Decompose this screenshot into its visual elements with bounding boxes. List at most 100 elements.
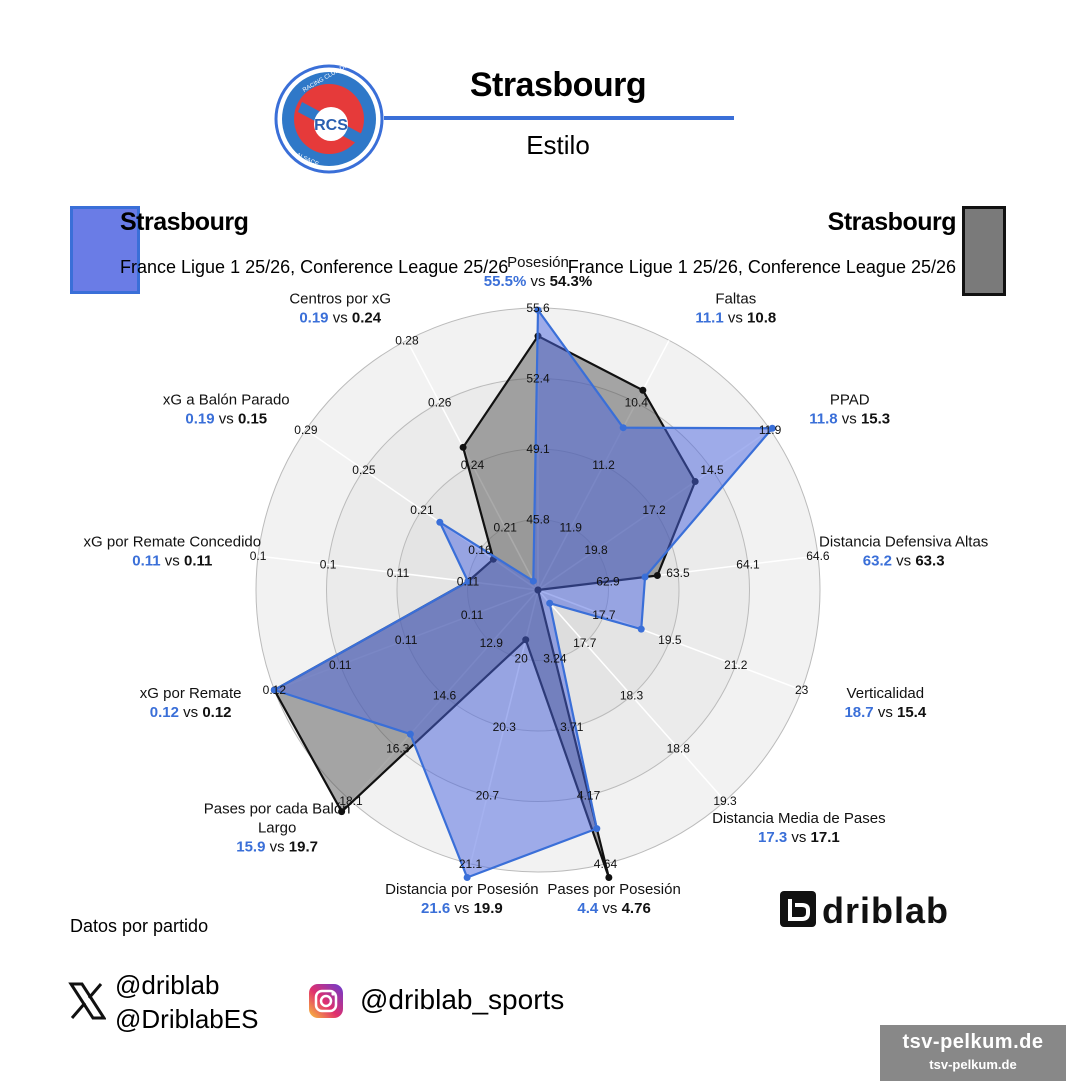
radar-tick-label: 11.9 bbox=[759, 423, 782, 437]
radar-tick-label: 45.8 bbox=[526, 513, 550, 527]
axis-label-name: Verticalidad bbox=[847, 685, 925, 702]
axis-value-team1: 0.19 bbox=[185, 410, 214, 427]
radar-point bbox=[534, 306, 542, 314]
radar-tick-label: 0.11 bbox=[457, 575, 480, 589]
radar-ticks: 45.8 49.1 52.4 55.6 11.9 11.2 10.4 19.8 17.2 14.5… bbox=[250, 301, 830, 871]
axis-value-vs: vs bbox=[838, 410, 861, 427]
page-subtitle: Estilo bbox=[526, 130, 590, 160]
radar-tick-label: 19.5 bbox=[658, 633, 682, 647]
radar-tick-label: 3.71 bbox=[560, 720, 584, 734]
radar-tick-label: 16.3 bbox=[386, 741, 410, 755]
axis-value-vs: vs bbox=[874, 704, 897, 721]
radar-tick-label: 49.1 bbox=[526, 442, 550, 456]
axis-label-name: Largo bbox=[258, 820, 296, 837]
axis-value-vs: vs bbox=[450, 900, 473, 917]
axis-label-name: Distancia Media de Pases bbox=[712, 810, 885, 827]
radar-point bbox=[459, 443, 467, 451]
legend-competitions-right: France Ligue 1 25/26, Conference League … bbox=[567, 257, 956, 277]
radar-tick-label: 0.11 bbox=[329, 658, 352, 672]
radar-tick-label: 12.9 bbox=[480, 636, 504, 650]
axis-value-vs: vs bbox=[161, 553, 184, 570]
axis-label-name: xG a Balón Parado bbox=[163, 391, 290, 408]
radar-tick-label: 0.11 bbox=[461, 608, 484, 622]
axis-value-team1: 0.11 bbox=[132, 553, 160, 570]
radar-tick-label: 17.2 bbox=[642, 503, 666, 517]
radar-tick-label: 0.12 bbox=[263, 683, 287, 697]
x-twitter-icon[interactable] bbox=[68, 982, 106, 1020]
axis-label-values: 18.7 vs 15.4 bbox=[844, 704, 926, 721]
radar-tick-label: 62.9 bbox=[596, 575, 620, 589]
legend-swatch-left bbox=[70, 206, 140, 294]
axis-value-team1: 11.8 bbox=[809, 410, 837, 427]
radar-tick-label: 20.7 bbox=[476, 788, 500, 802]
twitter-handle-2[interactable]: @DriblabES bbox=[115, 1004, 259, 1034]
radar-tick-label: 14.6 bbox=[433, 689, 457, 703]
driblab-logo: driblab bbox=[780, 890, 949, 931]
radar-tick-label: 4.17 bbox=[577, 788, 601, 802]
axis-value-team2: 15.4 bbox=[897, 704, 927, 721]
axis-value-team2: 19.9 bbox=[474, 900, 503, 917]
axis-label-name: Pases por cada Balón bbox=[204, 801, 351, 818]
axis-value-team2: 0.24 bbox=[352, 309, 382, 326]
watermark-line-1: tsv-pelkum.de bbox=[902, 1031, 1044, 1053]
axis-value-team2: 10.8 bbox=[747, 309, 776, 326]
radar-tick-label: 17.7 bbox=[573, 636, 597, 650]
axis-label-values: 55.5% vs 54.3% bbox=[484, 273, 592, 290]
radar-point bbox=[619, 424, 627, 432]
radar-tick-label: 64.6 bbox=[806, 549, 830, 563]
axis-value-team1: 11.1 bbox=[695, 309, 723, 326]
axis-label-values: 21.6 vs 19.9 bbox=[421, 900, 503, 917]
radar-tick-label: 19.8 bbox=[584, 543, 608, 557]
twitter-handle-1[interactable]: @driblab bbox=[115, 970, 220, 1000]
legend-team-right: Strasbourg bbox=[827, 208, 957, 236]
axis-label-name: Centros por xG bbox=[289, 290, 391, 307]
radar-point bbox=[529, 577, 537, 585]
radar-tick-label: 0.1 bbox=[320, 558, 337, 572]
footnote: Datos por partido bbox=[70, 916, 209, 936]
axis-label-name: Distancia por Posesión bbox=[385, 881, 538, 898]
axis-value-vs: vs bbox=[265, 839, 288, 856]
axis-label-name: xG por Remate bbox=[140, 685, 242, 702]
radar-tick-label: 64.1 bbox=[736, 558, 760, 572]
instagram-handle[interactable]: @driblab_sports bbox=[360, 984, 565, 1015]
axis-label-values: 11.1 vs 10.8 bbox=[695, 309, 776, 326]
radar-tick-label: 55.6 bbox=[526, 301, 550, 315]
axis-value-vs: vs bbox=[179, 704, 202, 721]
radar-tick-label: 18.8 bbox=[667, 741, 691, 755]
radar-point bbox=[436, 518, 444, 526]
title-underline bbox=[384, 116, 734, 120]
radar-tick-label: 52.4 bbox=[526, 372, 550, 386]
axis-value-vs: vs bbox=[526, 273, 549, 290]
brand-wordmark: driblab bbox=[822, 890, 949, 931]
radar-point bbox=[463, 873, 471, 881]
axis-value-team2: 15.3 bbox=[861, 410, 890, 427]
axis-value-team1: 63.2 bbox=[863, 553, 892, 570]
axis-label-name: Distancia Defensiva Altas bbox=[819, 534, 988, 551]
axis-value-team2: 0.15 bbox=[238, 410, 267, 427]
legend-swatch-right bbox=[962, 206, 1006, 296]
legend-team-left: Strasbourg bbox=[120, 208, 249, 236]
radar-point bbox=[593, 825, 601, 833]
radar-tick-label: 23 bbox=[795, 683, 809, 697]
radar-tick-label: 17.7 bbox=[592, 608, 616, 622]
axis-value-vs: vs bbox=[329, 309, 352, 326]
axis-label-values: 0.19 vs 0.24 bbox=[299, 309, 381, 326]
radar-tick-label: 0.11 bbox=[395, 633, 418, 647]
radar-tick-label: 0.29 bbox=[294, 423, 318, 437]
radar-tick-label: 0.21 bbox=[410, 503, 434, 517]
axis-value-team1: 15.9 bbox=[236, 839, 265, 856]
radar-tick-label: 0.21 bbox=[494, 521, 518, 535]
radar-tick-label: 20.3 bbox=[493, 720, 517, 734]
axis-value-vs: vs bbox=[215, 410, 238, 427]
radar-tick-label: 0.1 bbox=[250, 549, 267, 563]
radar-point bbox=[270, 686, 278, 694]
radar-point bbox=[406, 730, 414, 738]
instagram-icon[interactable] bbox=[308, 983, 344, 1019]
watermark: tsv-pelkum.de tsv-pelkum.de bbox=[880, 1025, 1066, 1081]
radar-tick-label: 21.2 bbox=[724, 658, 748, 672]
axis-label-values: 63.2 vs 63.3 bbox=[863, 553, 945, 570]
radar-spoke bbox=[537, 589, 726, 802]
axis-label-name: Pases por Posesión bbox=[547, 881, 680, 898]
team-crest-logo: RCS RACING CLUB DE STRASBOURG ALSACE bbox=[274, 64, 384, 174]
